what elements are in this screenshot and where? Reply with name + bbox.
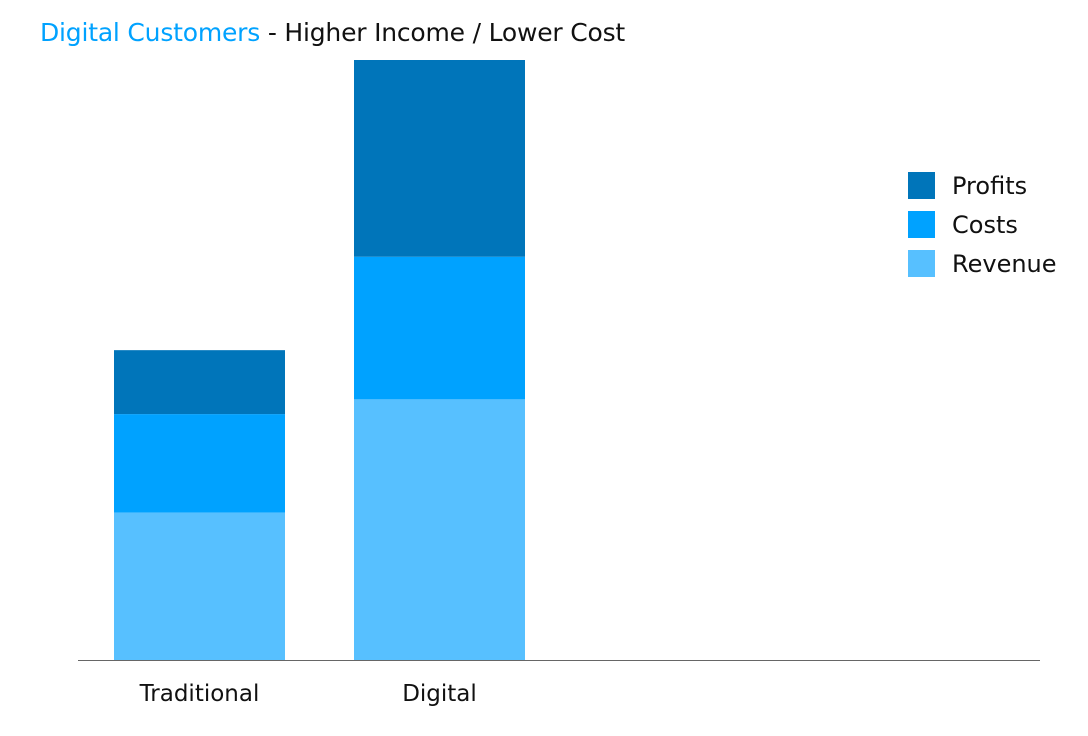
legend-label-profits: Profits <box>952 171 1028 200</box>
chart-title-rest: - Higher Income / Lower Cost <box>260 18 625 47</box>
legend-item-costs: Costs <box>908 205 1057 244</box>
legend-label-costs: Costs <box>952 210 1018 239</box>
legend-swatch-costs <box>908 211 935 238</box>
legend-swatch-revenue <box>908 250 935 277</box>
chart-title-accent: Digital Customers <box>40 18 261 47</box>
legend-item-revenue: Revenue <box>908 244 1057 283</box>
legend-label-revenue: Revenue <box>952 249 1057 278</box>
bar-traditional-costs <box>114 414 285 513</box>
category-label-digital: Digital <box>402 681 477 707</box>
bar-digital-profits <box>354 60 525 257</box>
bar-digital-costs <box>354 256 525 400</box>
bar-traditional-profits <box>114 350 285 415</box>
bar-traditional-revenue <box>114 512 285 660</box>
legend: Profits Costs Revenue <box>908 166 1057 283</box>
category-labels: Traditional Digital <box>139 681 477 707</box>
category-label-traditional: Traditional <box>139 681 260 707</box>
legend-swatch-profits <box>908 172 935 199</box>
chart-title: Digital Customers - Higher Income / Lowe… <box>40 18 625 47</box>
legend-item-profits: Profits <box>908 166 1057 205</box>
bars-group <box>114 60 525 660</box>
bar-digital-revenue <box>354 399 525 660</box>
